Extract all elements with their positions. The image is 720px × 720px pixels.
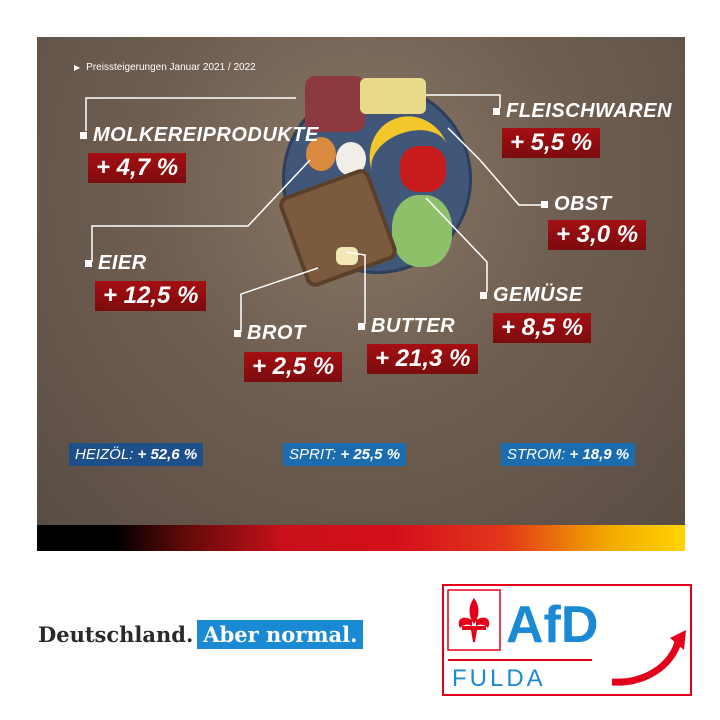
- label-text: BROT: [247, 322, 306, 344]
- label-brot: BROT: [234, 322, 306, 345]
- label-obst: OBST: [541, 193, 612, 216]
- swoosh-arrow-icon: [611, 640, 682, 686]
- bullet-square-icon: [358, 323, 365, 331]
- slogan-part1: Deutschland.: [38, 622, 194, 647]
- energy-label: SPRIT:: [289, 446, 337, 463]
- pct-obst: + 3,0 %: [548, 220, 647, 250]
- energy-value: + 52,6 %: [137, 446, 198, 463]
- energy-label: HEIZÖL:: [75, 446, 134, 463]
- label-text: FLEISCHWAREN: [506, 100, 672, 122]
- bullet-square-icon: [480, 292, 487, 300]
- pct-molkereiprodukte: + 4,7 %: [88, 153, 187, 183]
- bullet-square-icon: [541, 201, 548, 209]
- label-text: BUTTER: [371, 315, 456, 337]
- fleur-de-lis-icon: [458, 598, 490, 642]
- slogan-part2: Aber normal.: [197, 620, 364, 649]
- afd-fulda-logo: AfD FULDA: [442, 584, 692, 696]
- chart-subtitle: ▶ Preissteigerungen Januar 2021 / 2022: [74, 62, 256, 73]
- pct-fleischwaren: + 5,5 %: [502, 128, 601, 158]
- pepper-illustration: [400, 146, 446, 192]
- energy-label: STROM:: [507, 446, 566, 463]
- butter-illustration: [336, 247, 358, 265]
- label-text: MOLKEREIPRODUKTE: [93, 124, 319, 146]
- lettuce-illustration: [392, 195, 452, 267]
- subtitle-text: Preissteigerungen Januar 2021 / 2022: [86, 62, 256, 73]
- triangle-icon: ▶: [74, 63, 81, 72]
- slogan: Deutschland. Aber normal.: [38, 620, 364, 649]
- label-fleischwaren: FLEISCHWAREN: [493, 100, 672, 123]
- label-eier: EIER: [85, 252, 147, 275]
- afd-wordmark: AfD: [506, 596, 598, 654]
- meat-illustration: [305, 76, 365, 132]
- energy-strom: STROM: + 18,9 %: [501, 443, 636, 466]
- energy-value: + 25,5 %: [340, 446, 401, 463]
- pct-eier: + 12,5 %: [95, 281, 207, 311]
- cheese-illustration: [360, 78, 426, 114]
- label-molkereiprodukte: MOLKEREIPRODUKTE: [80, 124, 319, 147]
- region-wordmark: FULDA: [452, 665, 546, 692]
- pct-butter: + 21,3 %: [367, 344, 479, 374]
- label-gemuese: GEMÜSE: [480, 284, 583, 307]
- pct-brot: + 2,5 %: [244, 352, 343, 382]
- energy-heizoel: HEIZÖL: + 52,6 %: [69, 443, 204, 466]
- bullet-square-icon: [493, 108, 500, 116]
- bullet-square-icon: [80, 132, 87, 140]
- egg-brown-illustration: [306, 137, 336, 171]
- label-butter: BUTTER: [358, 315, 455, 338]
- label-text: EIER: [98, 252, 147, 274]
- energy-value: + 18,9 %: [569, 446, 630, 463]
- energy-sprit: SPRIT: + 25,5 %: [283, 443, 407, 466]
- label-text: GEMÜSE: [493, 284, 583, 306]
- bullet-square-icon: [234, 330, 241, 338]
- label-text: OBST: [554, 193, 612, 215]
- pct-gemuese: + 8,5 %: [493, 313, 592, 343]
- flag-color-bar: [37, 525, 685, 551]
- bullet-square-icon: [85, 260, 92, 268]
